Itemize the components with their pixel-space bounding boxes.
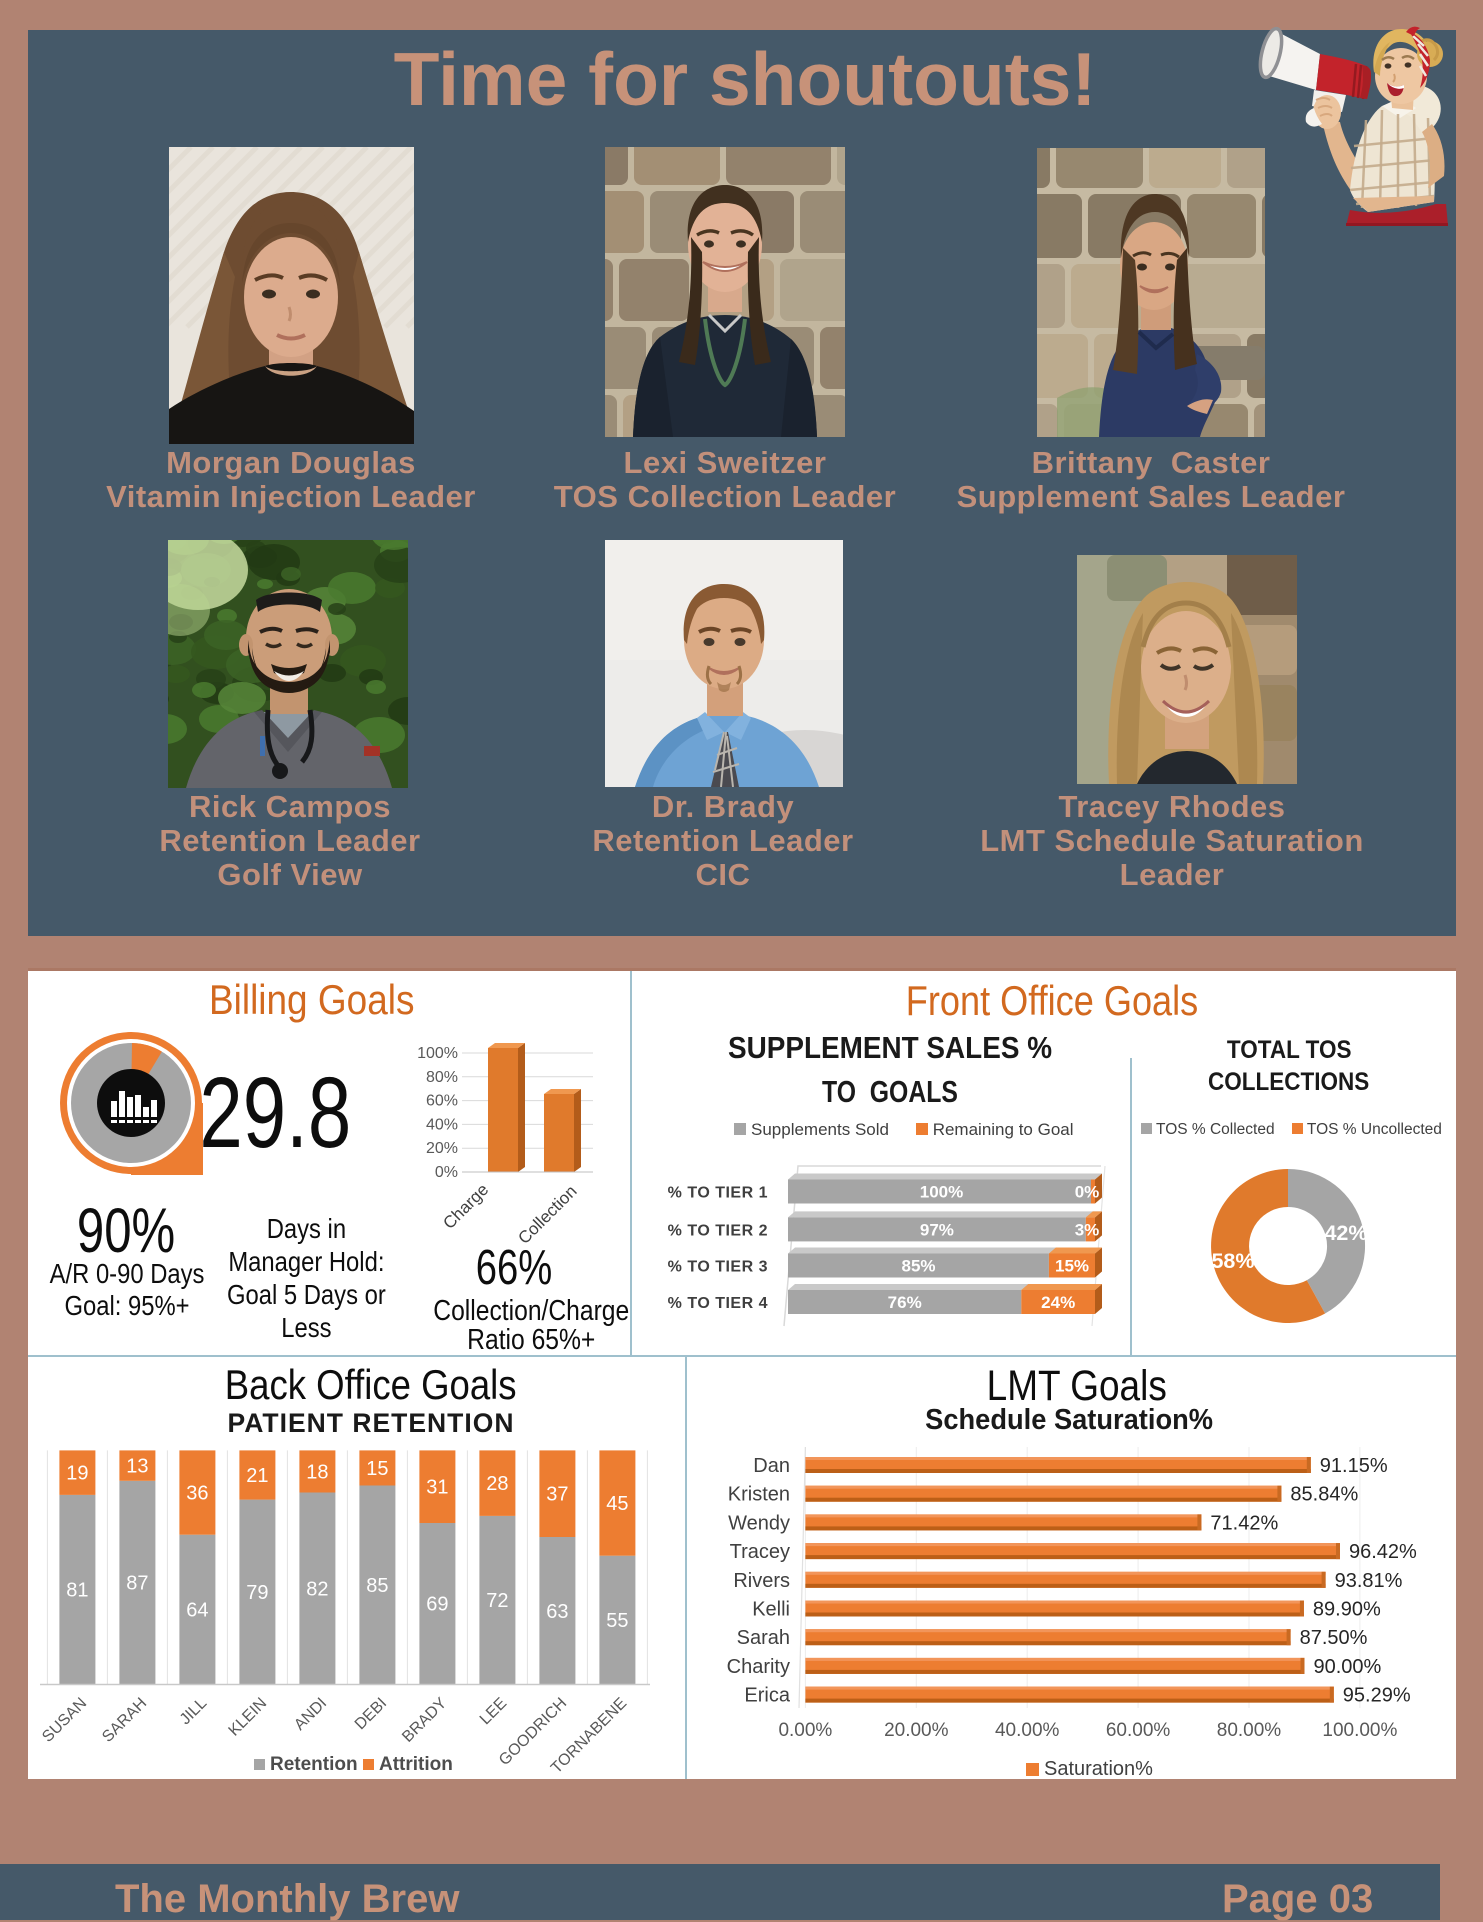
- svg-text:18: 18: [306, 1462, 328, 1484]
- svg-text:JILL: JILL: [177, 1695, 210, 1728]
- svg-text:100%: 100%: [920, 1183, 963, 1202]
- svg-text:87: 87: [126, 1573, 148, 1595]
- svg-text:72: 72: [486, 1590, 508, 1612]
- svg-text:37: 37: [546, 1484, 568, 1506]
- svg-text:Collection: Collection: [514, 1182, 580, 1248]
- svg-text:13: 13: [126, 1456, 148, 1478]
- svg-text:69: 69: [426, 1594, 448, 1616]
- svg-text:97%: 97%: [920, 1220, 954, 1239]
- svg-text:21: 21: [246, 1465, 268, 1487]
- svg-text:82: 82: [306, 1579, 328, 1601]
- svg-text:20%: 20%: [426, 1140, 458, 1157]
- svg-text:20.00%: 20.00%: [884, 1720, 949, 1741]
- svg-text:63: 63: [546, 1601, 568, 1623]
- svg-text:BRADY: BRADY: [399, 1695, 450, 1746]
- svg-text:15: 15: [366, 1458, 388, 1480]
- svg-text:100.00%: 100.00%: [1322, 1720, 1397, 1741]
- svg-text:Charity: Charity: [727, 1656, 790, 1678]
- svg-text:Sarah: Sarah: [737, 1627, 790, 1649]
- svg-text:55: 55: [606, 1610, 628, 1632]
- svg-text:90.00%: 90.00%: [1314, 1656, 1382, 1678]
- svg-text:40%: 40%: [426, 1116, 458, 1133]
- svg-text:Retention: Retention: [270, 1754, 358, 1775]
- svg-text:91.15%: 91.15%: [1320, 1455, 1388, 1477]
- svg-text:Kelli: Kelli: [752, 1599, 790, 1621]
- svg-text:40.00%: 40.00%: [995, 1720, 1060, 1741]
- svg-text:19: 19: [66, 1463, 88, 1485]
- svg-text:76%: 76%: [888, 1293, 922, 1312]
- svg-text:80%: 80%: [426, 1069, 458, 1086]
- svg-text:93.81%: 93.81%: [1335, 1570, 1403, 1592]
- svg-text:95.29%: 95.29%: [1343, 1685, 1411, 1707]
- svg-text:LEE: LEE: [477, 1695, 510, 1728]
- svg-text:% TO TIER 1: % TO TIER 1: [668, 1185, 768, 1202]
- svg-text:DEBI: DEBI: [352, 1695, 390, 1733]
- svg-text:79: 79: [246, 1582, 268, 1604]
- svg-text:KLEIN: KLEIN: [226, 1695, 271, 1740]
- svg-text:80.00%: 80.00%: [1217, 1720, 1282, 1741]
- svg-text:87.50%: 87.50%: [1300, 1627, 1368, 1649]
- svg-text:Wendy: Wendy: [728, 1512, 790, 1534]
- svg-text:SARAH: SARAH: [99, 1695, 150, 1746]
- svg-text:96.42%: 96.42%: [1349, 1541, 1417, 1563]
- svg-text:85%: 85%: [901, 1257, 935, 1276]
- svg-text:SUSAN: SUSAN: [39, 1695, 90, 1746]
- svg-text:36: 36: [186, 1483, 208, 1505]
- svg-text:24%: 24%: [1041, 1293, 1075, 1312]
- svg-text:42%: 42%: [1324, 1221, 1367, 1245]
- svg-text:60%: 60%: [426, 1093, 458, 1110]
- svg-text:81: 81: [66, 1580, 88, 1602]
- svg-text:Charge: Charge: [439, 1180, 492, 1233]
- svg-text:31: 31: [426, 1477, 448, 1499]
- svg-text:Tracey: Tracey: [730, 1541, 790, 1563]
- svg-text:89.90%: 89.90%: [1313, 1599, 1381, 1621]
- svg-text:Erica: Erica: [744, 1685, 790, 1707]
- svg-text:% TO TIER 2: % TO TIER 2: [668, 1222, 768, 1239]
- svg-text:15%: 15%: [1055, 1257, 1089, 1276]
- svg-text:Kristen: Kristen: [728, 1484, 790, 1506]
- svg-text:28: 28: [486, 1473, 508, 1495]
- svg-text:3%: 3%: [1075, 1220, 1100, 1239]
- svg-text:Saturation%: Saturation%: [1044, 1758, 1153, 1780]
- svg-text:71.42%: 71.42%: [1210, 1512, 1278, 1534]
- svg-text:0%: 0%: [435, 1164, 458, 1181]
- svg-text:45: 45: [606, 1493, 628, 1515]
- svg-text:Dan: Dan: [753, 1455, 790, 1477]
- svg-text:ANDI: ANDI: [291, 1695, 330, 1734]
- svg-text:58%: 58%: [1211, 1249, 1254, 1273]
- svg-text:% TO TIER 3: % TO TIER 3: [668, 1259, 768, 1276]
- svg-text:100%: 100%: [417, 1045, 458, 1062]
- svg-text:0.00%: 0.00%: [778, 1720, 832, 1741]
- svg-text:0%: 0%: [1075, 1183, 1100, 1202]
- svg-text:64: 64: [186, 1600, 208, 1622]
- svg-text:60.00%: 60.00%: [1106, 1720, 1171, 1741]
- svg-text:85.84%: 85.84%: [1290, 1484, 1358, 1506]
- svg-text:85: 85: [366, 1575, 388, 1597]
- svg-text:% TO TIER 4: % TO TIER 4: [668, 1295, 768, 1312]
- svg-text:Attrition: Attrition: [379, 1754, 453, 1775]
- svg-text:Rivers: Rivers: [733, 1570, 790, 1592]
